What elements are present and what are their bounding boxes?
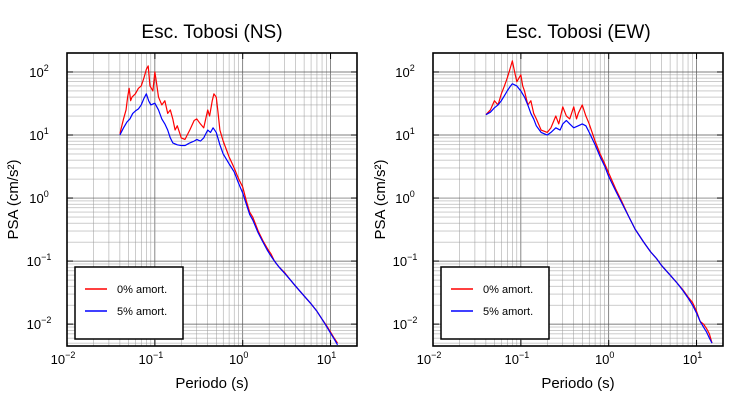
y-tick-base: 10 (29, 191, 43, 206)
plot-frame (66, 52, 358, 347)
y-tick-exp: −1 (41, 252, 51, 262)
chart-title: Esc. Tobosi (EW) (505, 22, 650, 43)
y-tick-label: 10−1 (27, 252, 52, 269)
y-tick-base: 10 (29, 128, 43, 143)
x-tick-label: 100 (595, 350, 614, 367)
x-tick-exp: −1 (519, 350, 529, 360)
y-tick-exp: 2 (410, 63, 415, 73)
legend-box (74, 266, 184, 340)
y-tick-base: 10 (27, 254, 41, 269)
x-tick-label: 101 (317, 350, 336, 367)
y-tick-label: 100 (29, 189, 48, 206)
x-tick-base: 10 (138, 352, 152, 367)
legend-label: 5% amort. (117, 306, 167, 318)
x-tick-label: 100 (229, 350, 248, 367)
y-tick-exp: 0 (410, 189, 415, 199)
y-axis-label: PSA (cm/s²) (5, 159, 22, 239)
x-tick-base: 10 (417, 352, 431, 367)
y-tick-exp: −2 (41, 315, 51, 325)
x-tick-base: 10 (683, 352, 697, 367)
y-tick-label: 10−1 (393, 252, 418, 269)
x-tick-exp: −1 (153, 350, 163, 360)
chart-panel-ew: 0% amort.5% amort.10−2 10−1 100 10110−210−1… (372, 22, 724, 392)
y-tick-base: 10 (29, 65, 43, 80)
y-tick-exp: 1 (44, 126, 49, 136)
legend-label: 0% amort. (117, 284, 167, 296)
x-axis-label: Periodo (s) (541, 375, 614, 392)
x-tick-exp: −2 (431, 350, 441, 360)
grid (66, 52, 358, 346)
chart-title: Esc. Tobosi (NS) (141, 22, 282, 43)
x-tick-exp: 1 (331, 350, 336, 360)
x-tick-exp: 0 (243, 350, 248, 360)
y-tick-label: 101 (395, 126, 414, 143)
y-tick-base: 10 (395, 191, 409, 206)
y-tick-base: 10 (393, 254, 407, 269)
x-tick-label: 10−1 (138, 350, 163, 367)
y-tick-label: 101 (29, 126, 48, 143)
legend-box (440, 266, 550, 340)
series-line-5pct-amort (119, 93, 339, 346)
x-tick-label: 10−1 (504, 350, 529, 367)
x-tick-base: 10 (504, 352, 518, 367)
legend-label: 5% amort. (483, 306, 533, 318)
y-tick-base: 10 (395, 65, 409, 80)
x-tick-base: 10 (229, 352, 243, 367)
x-tick-exp: −2 (65, 350, 75, 360)
y-axis-label: PSA (cm/s²) (372, 159, 389, 239)
x-tick-exp: 1 (697, 350, 702, 360)
y-tick-label: 100 (395, 189, 414, 206)
x-tick-label: 10−2 (417, 350, 442, 367)
x-tick-label: 10−2 (51, 350, 76, 367)
y-tick-label: 102 (29, 63, 48, 80)
y-tick-base: 10 (395, 128, 409, 143)
y-tick-base: 10 (27, 317, 41, 332)
plot-frame (432, 52, 724, 347)
x-tick-label: 101 (683, 350, 702, 367)
legend: 0% amort. 5% amort. (74, 266, 184, 340)
x-tick-base: 10 (317, 352, 331, 367)
y-tick-label: 10−2 (27, 315, 52, 332)
x-tick-exp: 0 (609, 350, 614, 360)
y-tick-exp: 2 (44, 63, 49, 73)
series-line-5pct-amort (485, 83, 713, 344)
x-tick-base: 10 (595, 352, 609, 367)
y-tick-label: 10−2 (393, 315, 418, 332)
legend-label: 0% amort. (483, 284, 533, 296)
y-tick-exp: −1 (407, 252, 417, 262)
legend: 0% amort. 5% amort. (440, 266, 550, 340)
y-tick-exp: −2 (407, 315, 417, 325)
y-tick-base: 10 (393, 317, 407, 332)
x-tick-base: 10 (51, 352, 65, 367)
x-axis-label: Periodo (s) (175, 375, 248, 392)
chart-panel-ns: 0% amort.5% amort.10−2 10−1 100 10110−210−1… (5, 22, 358, 392)
y-tick-exp: 0 (44, 189, 49, 199)
y-tick-label: 102 (395, 63, 414, 80)
y-tick-exp: 1 (410, 126, 415, 136)
